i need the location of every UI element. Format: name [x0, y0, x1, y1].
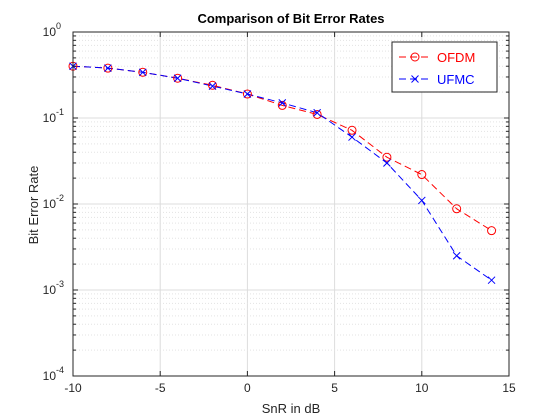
data-point-ufmc [487, 276, 496, 285]
x-tick-label: -10 [64, 381, 82, 395]
x-tick-label: 0 [244, 381, 251, 395]
x-tick-label: 15 [502, 381, 516, 395]
legend-marker-ufmc [411, 75, 419, 83]
x-tick-label: 5 [331, 381, 338, 395]
legend-label-ufmc: UFMC [437, 72, 475, 87]
data-point-ofdm [277, 100, 287, 110]
x-tick-label: 10 [415, 381, 429, 395]
data-point-ufmc [313, 108, 322, 117]
data-point-ufmc [138, 68, 147, 77]
legend-label-ofdm: OFDM [437, 50, 475, 65]
data-point-ufmc [383, 159, 391, 167]
data-point-ufmc [173, 74, 182, 83]
data-point-ofdm [173, 73, 183, 83]
marker-stroke [452, 251, 461, 260]
axis-ticks [72, 31, 510, 377]
data-point-ofdm [138, 67, 148, 77]
marker-stroke [243, 90, 252, 98]
y-tick-label-exponent: -1 [56, 107, 64, 117]
marker-stroke [313, 108, 322, 117]
marker-stroke [173, 74, 182, 83]
data-point-ufmc [348, 133, 356, 141]
marker-stroke [278, 99, 287, 107]
chart-title: Comparison of Bit Error Rates [197, 11, 384, 26]
data-point-ofdm [452, 204, 462, 214]
grid-lines [73, 32, 509, 376]
y-tick-label-exponent: 0 [56, 21, 61, 31]
marker-stroke [411, 75, 419, 83]
data-point-ufmc [104, 64, 112, 72]
legend-marker-ofdm [410, 52, 420, 62]
data-point-ufmc [243, 90, 252, 98]
data-point-ofdm [208, 80, 218, 90]
x-tick-label: -5 [155, 381, 166, 395]
data-point-ufmc [417, 196, 426, 205]
y-tick-label-base: 10 [43, 197, 57, 211]
marker-stroke [104, 64, 112, 72]
marker-stroke [348, 133, 356, 141]
data-point-ofdm [417, 170, 427, 180]
y-tick-label-exponent: -4 [56, 365, 64, 375]
marker-stroke [417, 196, 426, 205]
data-point-ofdm [312, 109, 322, 119]
data-point-ufmc [452, 251, 461, 260]
y-tick-label-base: 10 [43, 283, 57, 297]
marker-stroke [138, 68, 147, 77]
data-point-ufmc [278, 99, 287, 107]
data-point-ofdm [242, 89, 252, 99]
marker-stroke [208, 82, 217, 90]
data-point-ufmc [208, 82, 217, 90]
marker-stroke [383, 159, 391, 167]
x-axis-label: SnR in dB [262, 401, 321, 416]
y-axis-label: Bit Error Rate [26, 166, 41, 245]
legend-box [391, 41, 498, 93]
data-point-ofdm [103, 63, 113, 73]
data-point-ofdm [347, 125, 357, 135]
x-tick-labels: -10 -5 0 5 10 15 [64, 381, 516, 395]
data-point-ofdm [487, 226, 497, 236]
series-markers [68, 61, 497, 285]
y-tick-label-base: 10 [43, 111, 57, 125]
y-tick-label-base: 10 [43, 369, 57, 383]
marker-stroke [487, 276, 496, 285]
y-tick-label-base: 10 [43, 25, 57, 39]
legend: OFDM UFMC [391, 41, 498, 93]
data-point-ofdm [382, 152, 392, 162]
y-tick-label-exponent: -2 [56, 193, 64, 203]
y-tick-label-exponent: -3 [56, 279, 64, 289]
